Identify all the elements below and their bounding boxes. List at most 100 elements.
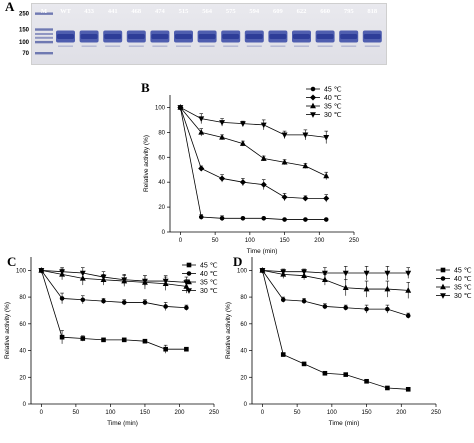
x-tick-label: 100: [327, 410, 338, 416]
data-point: [260, 268, 265, 273]
data-point: [260, 155, 267, 161]
x-tick-label: 50: [294, 410, 301, 416]
y-axis-label: Relative activity (%): [4, 302, 11, 359]
data-point: [79, 275, 86, 281]
y-tick-label: 60: [158, 155, 165, 161]
data-point: [323, 172, 330, 179]
protein-band-core: [175, 33, 192, 39]
lane-label: 795: [344, 8, 355, 15]
x-tick-label: 0: [179, 238, 183, 244]
legend-label: 30 ℃: [454, 293, 472, 300]
minor-band: [364, 45, 380, 47]
data-point: [240, 216, 246, 221]
data-point: [323, 217, 329, 222]
data-point: [198, 116, 205, 122]
data-point: [302, 162, 309, 169]
data-point: [142, 279, 148, 285]
x-tick-label: 50: [73, 410, 80, 416]
y-tick-label: 0: [23, 402, 27, 408]
data-point: [303, 217, 308, 222]
legend-marker: [186, 288, 192, 294]
x-tick-label: 0: [261, 410, 265, 416]
marker-size-labels: 250 150 100 70: [19, 12, 30, 58]
data-point: [198, 165, 205, 172]
data-point: [261, 216, 267, 221]
protein-band-core: [269, 33, 287, 39]
x-tick-label: 100: [245, 238, 256, 244]
data-point: [343, 372, 349, 377]
panel-label-a: A: [5, 0, 15, 14]
y-tick-label: 40: [19, 349, 26, 355]
data-point: [142, 300, 148, 305]
legend-label: 30 ℃: [324, 112, 342, 119]
gel-image: M WT 433 441 468 474 515 564 575 594 609 622 660 795 8…: [32, 4, 386, 64]
minor-band: [246, 45, 262, 47]
data-point: [405, 270, 412, 277]
marker-size-label: 150: [19, 28, 30, 34]
data-point: [281, 158, 288, 165]
y-tick-label: 0: [162, 230, 166, 236]
marker-size-label: 250: [19, 12, 30, 18]
data-point: [219, 134, 226, 140]
legend-label: 40 ℃: [454, 276, 472, 283]
y-tick-label: 80: [240, 295, 247, 301]
data-point: [177, 104, 184, 111]
legend-label: 35 ℃: [454, 285, 472, 292]
data-point: [301, 269, 308, 276]
data-point: [280, 352, 286, 357]
lane-label: 468: [131, 8, 142, 15]
data-point: [239, 121, 246, 127]
legend-label: 40 ℃: [200, 271, 218, 278]
data-point: [281, 132, 288, 139]
data-point: [183, 280, 190, 286]
legend-label: 45 ℃: [200, 263, 218, 270]
data-point: [323, 135, 330, 141]
y-tick-label: 100: [155, 105, 166, 111]
protein-band-core: [340, 33, 358, 39]
data-point: [239, 179, 246, 186]
x-tick-label: 200: [314, 238, 325, 244]
legend-label: 35 ℃: [324, 104, 342, 111]
minor-band: [223, 45, 239, 47]
data-point: [405, 386, 411, 392]
legend-label: 35 ℃: [200, 280, 218, 287]
minor-band: [105, 45, 121, 47]
data-point: [39, 268, 44, 273]
lane-label: 515: [179, 8, 190, 15]
legend-marker: [186, 271, 192, 276]
data-point: [321, 276, 328, 283]
lane-label: 575: [226, 8, 237, 15]
minor-band: [341, 45, 357, 47]
data-point: [39, 268, 44, 273]
data-point: [121, 337, 127, 343]
data-point: [321, 270, 328, 277]
series-line: [41, 269, 187, 287]
series-line: [262, 270, 409, 317]
data-point: [142, 278, 148, 285]
x-tick-label: 100: [105, 410, 116, 416]
data-point: [100, 276, 107, 283]
series-line: [262, 269, 409, 274]
x-tick-label: 250: [349, 238, 360, 244]
protein-band-core: [104, 33, 122, 39]
lane-label: 660: [320, 8, 330, 15]
lane-label: WT: [60, 8, 72, 15]
data-point: [219, 120, 226, 126]
y-tick-label: 60: [19, 322, 26, 328]
series-line: [262, 270, 409, 390]
minor-band: [128, 45, 144, 47]
lane-label: 474: [155, 8, 166, 15]
y-tick-label: 80: [19, 295, 26, 301]
lane-label: 818: [367, 8, 378, 15]
y-axis-label: Relative activity (%): [143, 135, 150, 192]
x-tick-label: 150: [280, 238, 291, 244]
data-point: [121, 277, 128, 284]
protein-band-core: [245, 33, 263, 39]
data-point: [121, 300, 127, 305]
sds-page-gel: M WT 433 441 468 474 515 564 575 594 609 622 660 795 8…: [31, 3, 387, 65]
data-point: [177, 105, 184, 111]
data-point: [302, 195, 309, 202]
